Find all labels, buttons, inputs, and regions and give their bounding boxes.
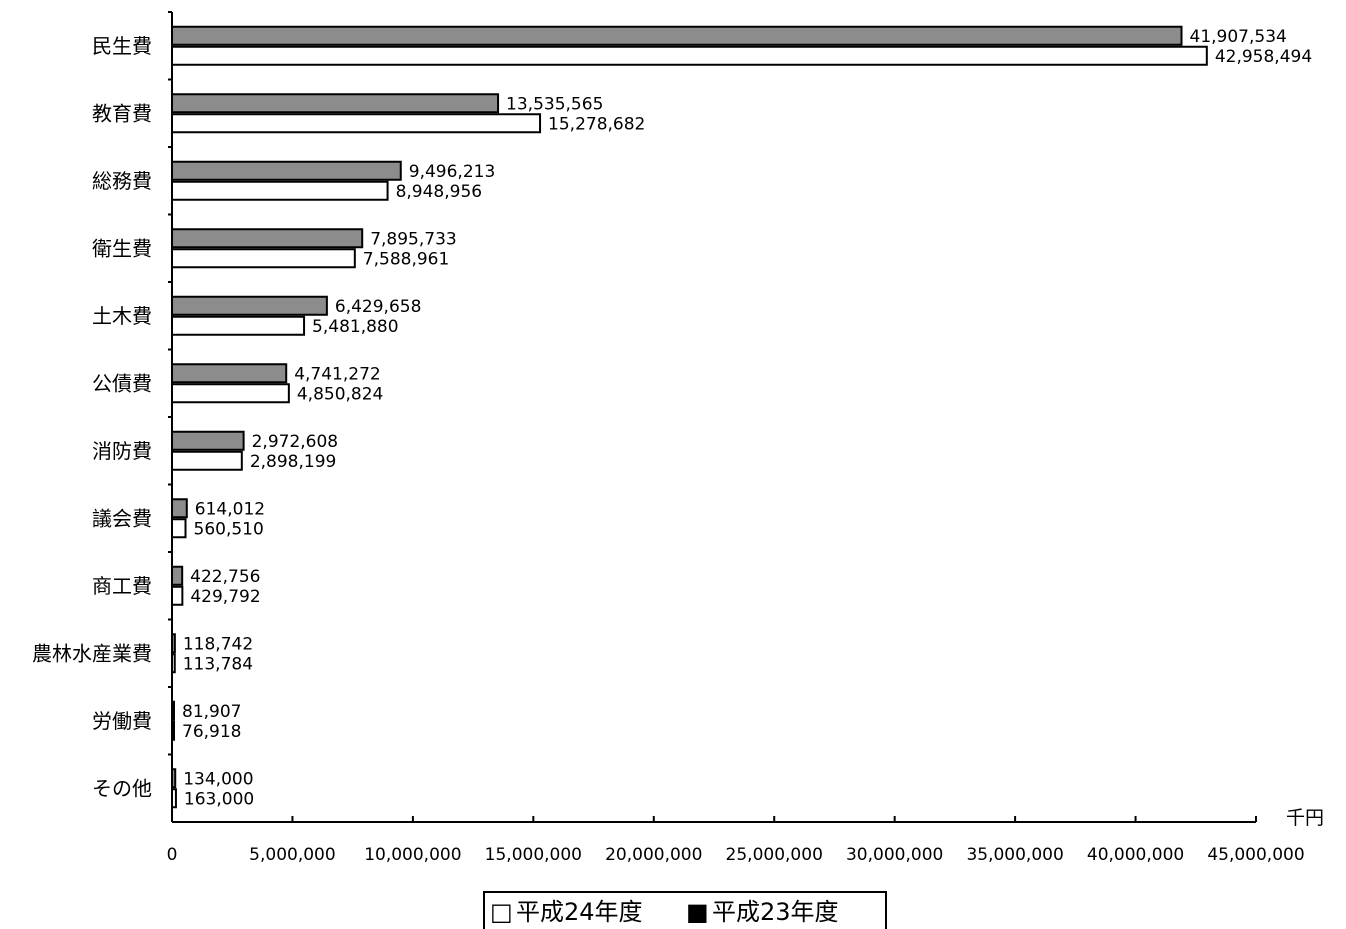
data-label: 118,742 (183, 634, 253, 654)
legend-label-h24: 平成24年度 (516, 898, 643, 926)
bar (171, 450, 243, 471)
x-tick-labels: 0 5,000,000 10,000,000 15,000,000 20,000,000… (167, 845, 1305, 865)
legend-marker-h23: ■ (686, 898, 709, 926)
data-label: 560,510 (194, 519, 264, 539)
bar (171, 160, 402, 181)
bars-group (171, 25, 1208, 809)
data-label: 6,429,658 (335, 297, 422, 317)
legend-label-h23: 平成23年度 (712, 898, 839, 926)
bar (171, 180, 389, 201)
x-tick-label: 0 (167, 845, 178, 865)
category-label: 労働費 (92, 709, 152, 733)
bar (171, 248, 356, 269)
x-tick-label: 45,000,000 (1207, 845, 1304, 865)
x-tick-label: 30,000,000 (846, 845, 943, 865)
bar (171, 518, 187, 539)
data-label: 2,972,608 (252, 432, 339, 452)
bar (171, 498, 188, 519)
legend-marker-h24: □ (490, 898, 513, 926)
bar (171, 25, 1183, 46)
data-label: 4,741,272 (294, 364, 381, 384)
category-label: 議会費 (92, 506, 152, 530)
data-label: 113,784 (183, 654, 253, 674)
data-label: 41,907,534 (1190, 27, 1287, 47)
data-label: 9,496,213 (409, 162, 496, 182)
bar (171, 363, 288, 384)
data-label: 7,588,961 (363, 249, 450, 269)
data-label: 76,918 (182, 722, 241, 742)
data-label: 15,278,682 (548, 114, 645, 134)
data-label: 134,000 (183, 769, 253, 789)
category-label: 総務費 (92, 169, 152, 193)
x-tick-label: 25,000,000 (726, 845, 823, 865)
legend-box (483, 891, 887, 929)
bar (171, 93, 500, 114)
x-tick-label: 10,000,000 (364, 845, 461, 865)
x-tick-label: 40,000,000 (1087, 845, 1184, 865)
bar (171, 315, 306, 336)
x-tick-label: 20,000,000 (605, 845, 702, 865)
legend: □ 平成24年度 ■ 平成23年度 (483, 891, 887, 929)
bar (171, 45, 1208, 66)
category-label: 教育費 (92, 101, 152, 125)
bar (171, 430, 245, 451)
bar (171, 113, 542, 134)
x-tick-label: 35,000,000 (966, 845, 1063, 865)
category-label: 衛生費 (92, 236, 152, 260)
bar (171, 295, 328, 316)
data-label: 614,012 (195, 499, 265, 519)
category-label: 農林水産業費 (32, 641, 152, 665)
data-label: 422,756 (190, 567, 260, 587)
unit-label: 千円 (1286, 807, 1324, 829)
category-label: 公債費 (92, 371, 152, 395)
data-label: 81,907 (182, 702, 241, 722)
bar (171, 565, 184, 586)
category-label: 民生費 (92, 34, 152, 58)
data-label: 429,792 (190, 587, 260, 607)
category-label: 商工費 (92, 574, 152, 598)
bar (171, 228, 364, 249)
data-label: 5,481,880 (312, 317, 399, 337)
data-label: 7,895,733 (370, 229, 457, 249)
category-label: その他 (92, 776, 152, 800)
bar (171, 585, 184, 606)
x-tick-label: 5,000,000 (249, 845, 336, 865)
data-label: 13,535,565 (506, 94, 603, 114)
x-tick-label: 15,000,000 (485, 845, 582, 865)
data-label: 163,000 (184, 789, 254, 809)
bar (171, 383, 290, 404)
data-label: 2,898,199 (250, 452, 337, 472)
data-label: 4,850,824 (297, 384, 384, 404)
category-label: 土木費 (92, 304, 152, 328)
category-label: 消防費 (92, 439, 152, 463)
data-label: 8,948,956 (396, 182, 483, 202)
axes (168, 11, 1257, 823)
data-label: 42,958,494 (1215, 47, 1312, 67)
